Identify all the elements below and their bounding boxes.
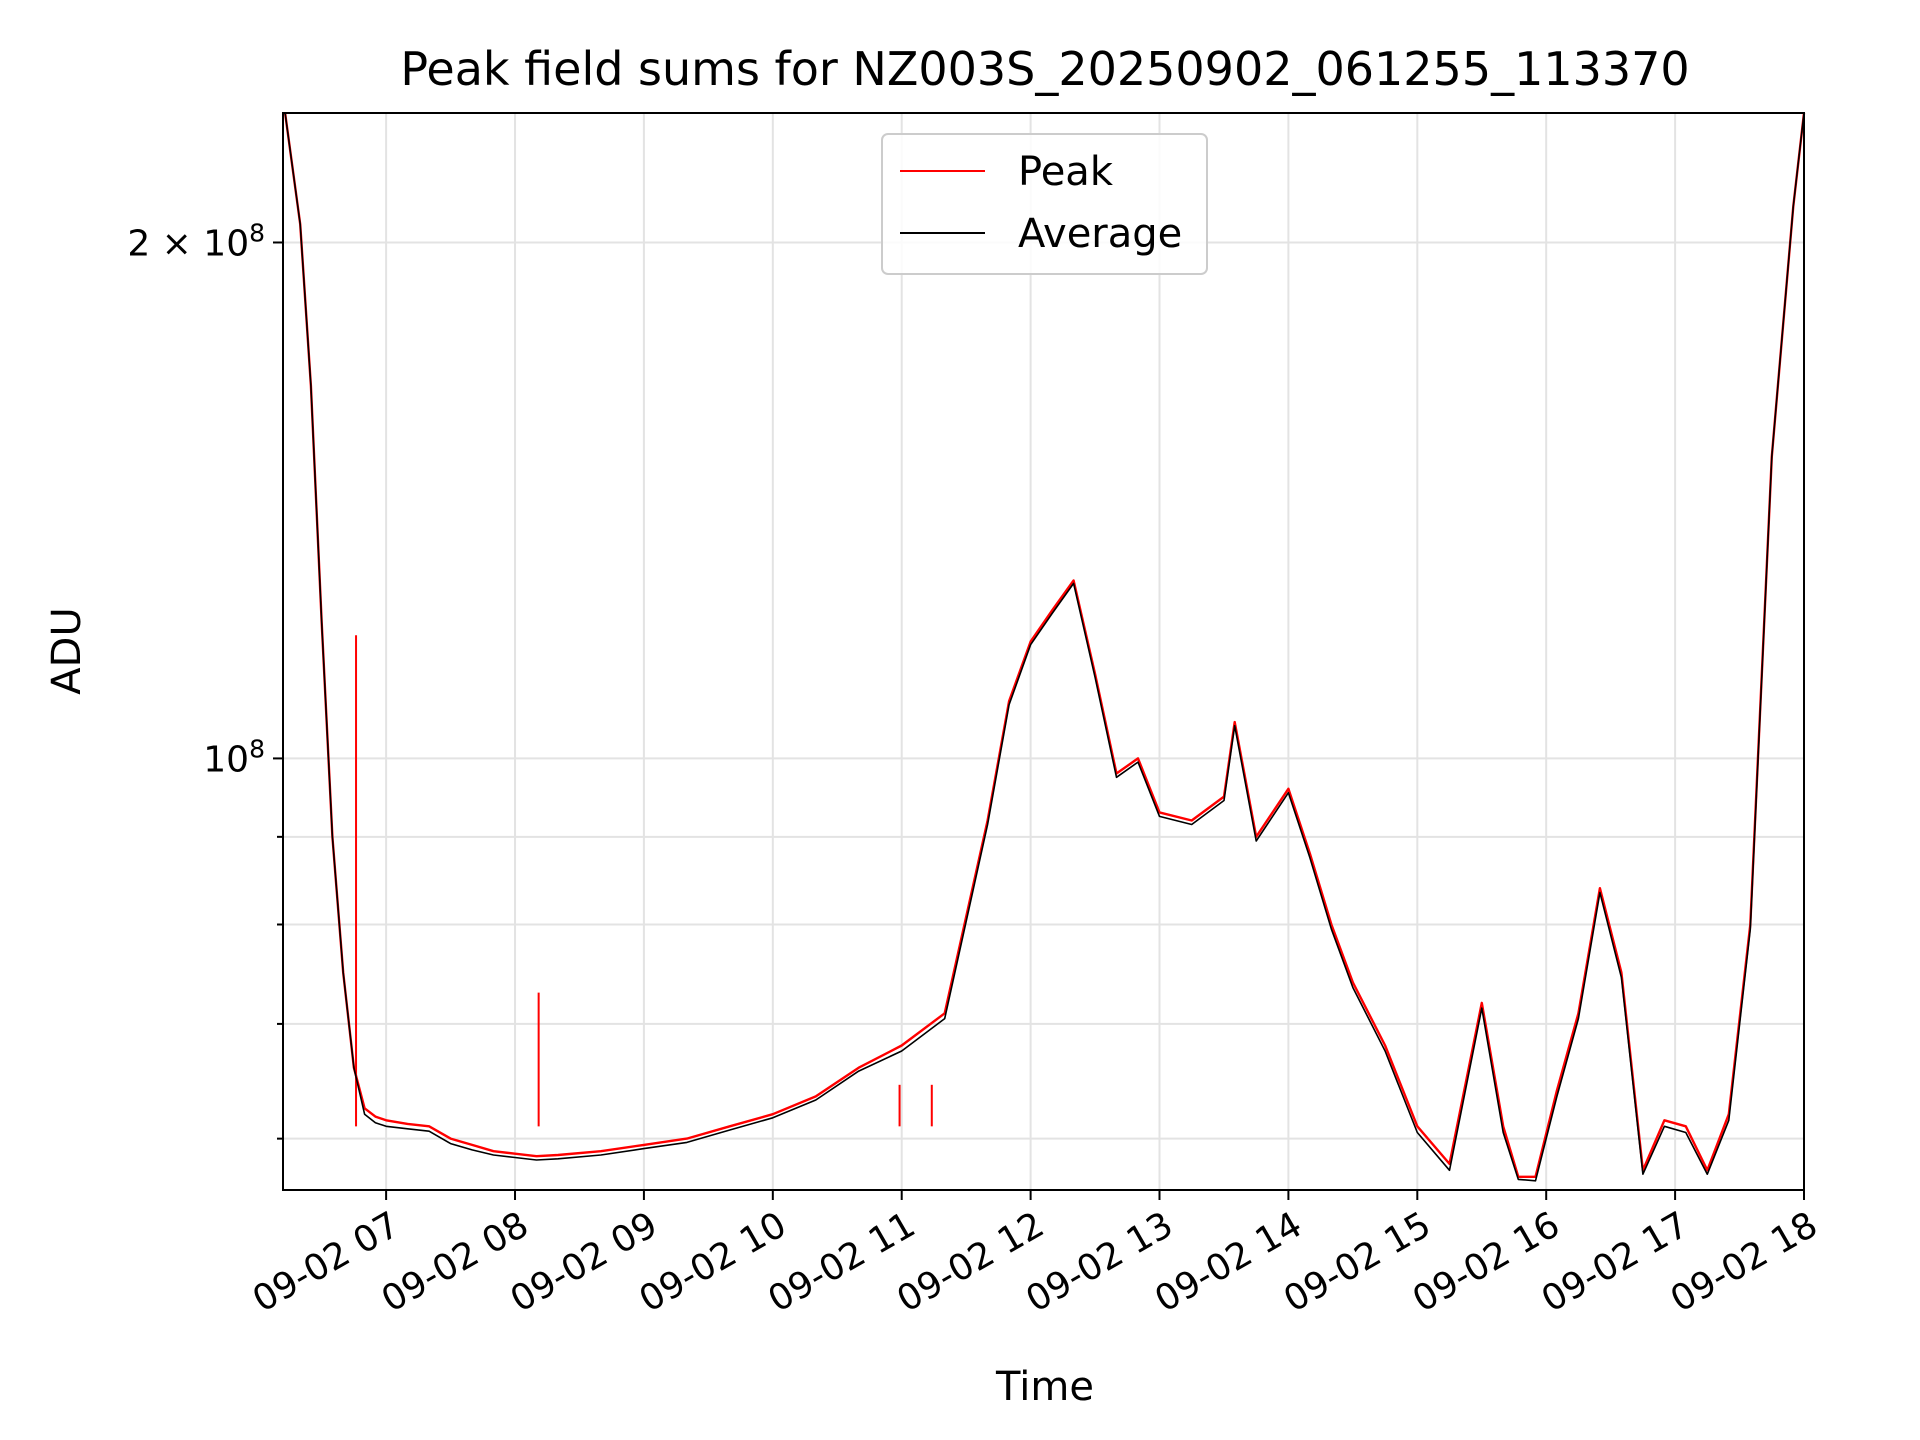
series-layer [283,112,1806,1182]
x-axis-label: Time [995,1364,1094,1410]
chart-title: Peak field sums for NZ003S_20250902_0612… [400,42,1689,96]
legend-label: Peak [1018,149,1114,195]
y-tick-label: 108 [203,734,265,780]
y-tick-label: 2 × 108 [127,218,265,264]
y-axis: 108 2 × 108 [127,218,283,1140]
grid [283,113,1805,1190]
legend-box [881,133,1208,275]
legend-label: Average [1018,211,1182,257]
series-line-average [284,112,1805,1182]
y-axis-label: ADU [44,607,90,694]
legend: Peak Average [881,133,1208,275]
plot-frame [282,112,1805,1191]
